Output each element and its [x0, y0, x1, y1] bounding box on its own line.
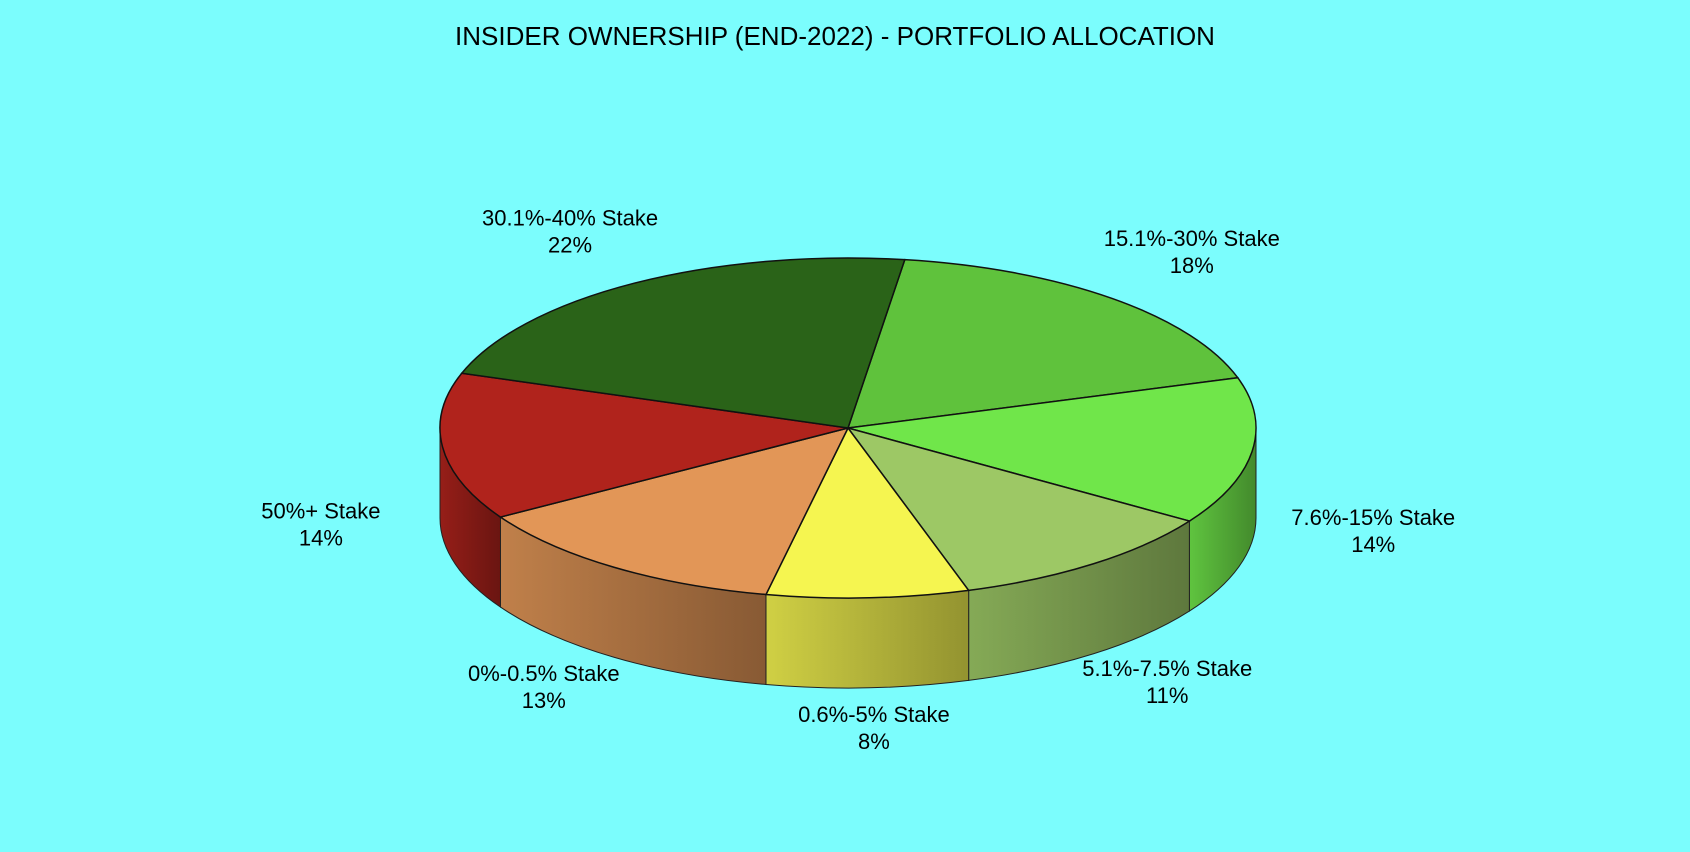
slice [846, 426, 1192, 592]
slice [439, 372, 849, 518]
slice-label: 50%+ Stake [261, 498, 380, 523]
slice-label: 30.1%-40% Stake [482, 205, 658, 230]
slice [847, 376, 1257, 522]
slice-label: 5.1%-7.5% Stake [1082, 656, 1252, 681]
slice [460, 257, 906, 429]
value-label: 14% [1351, 532, 1395, 557]
slice-side [765, 589, 970, 689]
slice-label: 15.1%-30% Stake [1104, 226, 1280, 251]
value-label: 8% [858, 729, 890, 754]
slice [498, 426, 850, 596]
chart-title: INSIDER OWNERSHIP (END-2022) - PORTFOLIO… [455, 21, 1215, 51]
slice-label: 0.6%-5% Stake [798, 702, 950, 727]
slice-label: 7.6%-15% Stake [1291, 505, 1455, 530]
value-label: 22% [548, 232, 592, 257]
slice-label: 0%-0.5% Stake [468, 661, 620, 686]
value-label: 18% [1170, 253, 1214, 278]
slice [764, 426, 971, 599]
value-label: 11% [1146, 683, 1188, 708]
value-label: 14% [299, 525, 343, 550]
value-label: 13% [522, 688, 566, 713]
slice [846, 258, 1240, 429]
